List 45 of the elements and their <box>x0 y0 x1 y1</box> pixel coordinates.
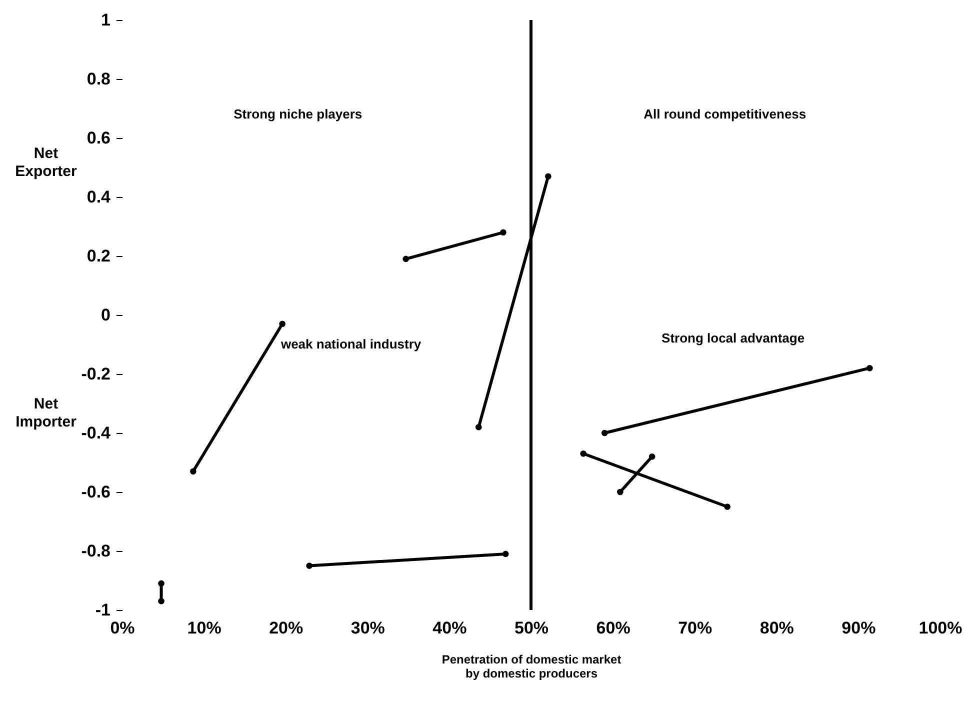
point <box>502 550 509 558</box>
y-tick-label: -0.6 <box>81 482 110 502</box>
point <box>601 430 608 436</box>
annotation: Strong niche players <box>234 106 362 122</box>
point <box>306 562 312 569</box>
point <box>500 229 506 236</box>
x-tick-label: 0% <box>110 618 135 638</box>
y-tick-label: -0.8 <box>81 542 110 560</box>
x-tick-label: 10% <box>187 618 222 638</box>
point <box>402 256 410 262</box>
x-tick-label: 70% <box>678 618 712 638</box>
annotation: Strong local advantage <box>662 330 805 346</box>
point <box>617 488 624 496</box>
y-tick-label: -0.4 <box>81 424 112 442</box>
point <box>545 173 552 180</box>
point <box>580 450 587 457</box>
x-tick-label: 40% <box>432 618 467 638</box>
point <box>190 468 196 475</box>
point <box>158 580 164 587</box>
point <box>724 504 730 510</box>
point <box>866 364 873 372</box>
y-tick-label: -0.2 <box>81 364 110 384</box>
y-tick-label: -1 <box>95 600 110 620</box>
y-tick-label: 0.4 <box>86 188 112 206</box>
y-tick-label: 0.6 <box>86 128 110 148</box>
x-tick-label: 80% <box>760 618 794 638</box>
point <box>279 320 286 328</box>
y-tick-label: 0 <box>101 306 110 324</box>
point <box>475 424 482 430</box>
x-axis-title: Penetration of domestic market by domestic producers <box>442 652 622 680</box>
point <box>158 598 164 604</box>
y-tick-label: 0.8 <box>86 70 110 88</box>
annotation: All round competitiveness <box>644 106 806 122</box>
x-tick-label: 90% <box>842 618 876 638</box>
y-tick-label: 0.2 <box>86 246 110 266</box>
x-tick-label: 100% <box>918 618 962 638</box>
x-tick-label: 30% <box>350 618 385 638</box>
point <box>648 453 656 460</box>
text: Net Importer <box>16 396 77 430</box>
x-tick-label: 60% <box>596 618 630 638</box>
text: Net Exporter <box>15 144 78 180</box>
x-tick-label: 20% <box>269 618 304 638</box>
annotation: weak national industry <box>280 336 422 352</box>
x-tick-label: 50% <box>514 618 549 638</box>
y-tick-label: 1 <box>101 10 110 30</box>
